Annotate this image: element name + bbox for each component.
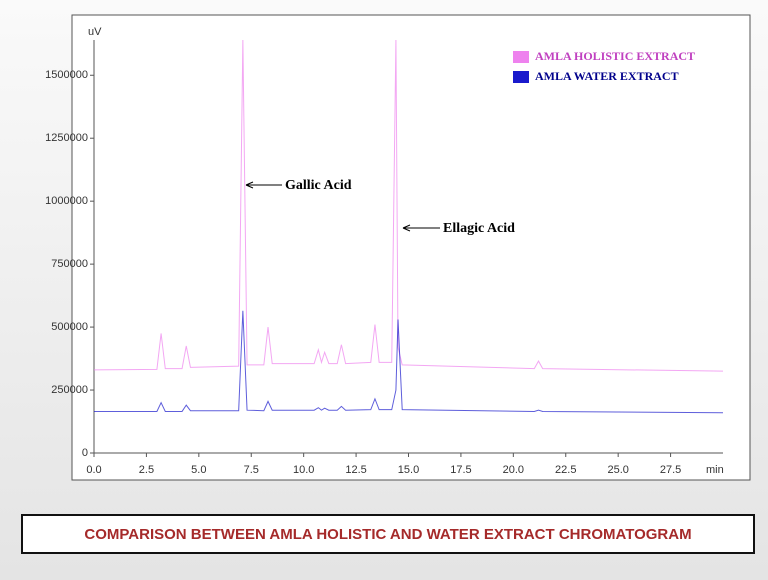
legend-label: AMLA HOLISTIC EXTRACT bbox=[535, 49, 695, 63]
x-tick-label: 27.5 bbox=[660, 464, 681, 476]
chart-frame bbox=[71, 14, 751, 481]
y-tick-label: 1500000 bbox=[45, 69, 88, 81]
x-tick-label: 0.0 bbox=[86, 464, 101, 476]
y-tick-label: 500000 bbox=[51, 321, 88, 333]
x-tick-label: 17.5 bbox=[450, 464, 471, 476]
y-axis-label: uV bbox=[88, 26, 102, 38]
y-tick-label: 1000000 bbox=[45, 195, 88, 207]
y-tick-label: 750000 bbox=[51, 258, 88, 270]
x-tick-label: 25.0 bbox=[607, 464, 628, 476]
x-tick-label: 2.5 bbox=[139, 464, 154, 476]
x-axis-label: min bbox=[706, 464, 724, 476]
arrowhead bbox=[245, 181, 254, 189]
x-tick-label: 20.0 bbox=[503, 464, 524, 476]
x-tick-label: 15.0 bbox=[398, 464, 419, 476]
chromatogram-line bbox=[94, 39, 724, 372]
caption-box bbox=[21, 514, 755, 554]
x-tick-label: 10.0 bbox=[293, 464, 314, 476]
chromatogram-line bbox=[94, 310, 724, 414]
x-tick-label: 7.5 bbox=[244, 464, 259, 476]
x-tick-label: 22.5 bbox=[555, 464, 576, 476]
legend-swatch bbox=[513, 71, 529, 83]
x-tick-label: 5.0 bbox=[191, 464, 206, 476]
annotation: Ellagic Acid bbox=[443, 221, 515, 236]
y-tick-label: 1250000 bbox=[45, 132, 88, 144]
y-tick-label: 250000 bbox=[51, 384, 88, 396]
x-tick-label: 12.5 bbox=[345, 464, 366, 476]
y-tick-label: 0 bbox=[82, 447, 88, 459]
caption: COMPARISON BETWEEN AMLA HOLISTIC AND WAT… bbox=[84, 526, 691, 543]
annotation: Gallic Acid bbox=[285, 178, 352, 193]
legend-label: AMLA WATER EXTRACT bbox=[535, 69, 679, 83]
arrowhead bbox=[402, 224, 411, 232]
legend-swatch bbox=[513, 51, 529, 63]
